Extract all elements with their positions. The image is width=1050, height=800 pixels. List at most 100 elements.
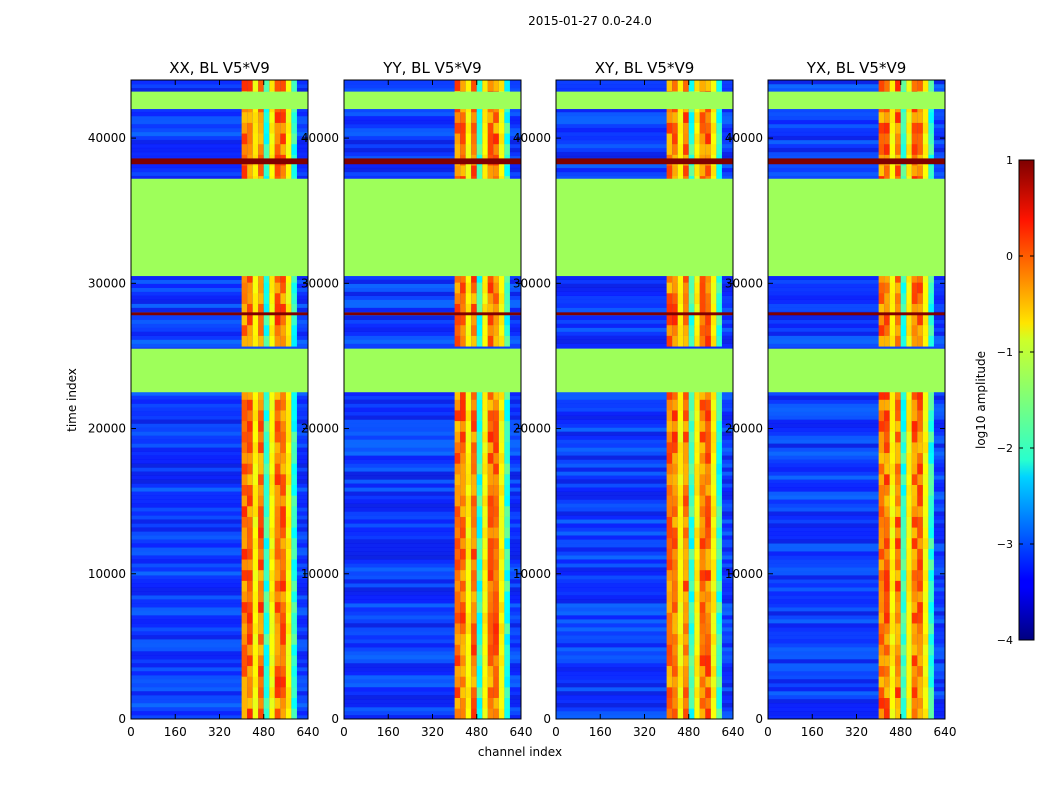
heatmap-cell [460, 548, 466, 560]
heatmap-cell [710, 335, 717, 347]
heatmap-cell [922, 569, 929, 581]
heatmap-cell [710, 133, 717, 145]
heatmap-cell [258, 623, 264, 635]
heatmap-cell [705, 559, 711, 571]
heatmap-cell [258, 708, 264, 720]
heatmap-row [344, 411, 521, 416]
heatmap-cell [252, 111, 259, 123]
heatmap-row [131, 443, 308, 448]
heatmap-cell [247, 516, 253, 528]
heatmap-cell [672, 697, 678, 709]
heatmap-cell [677, 143, 684, 155]
heatmap-cell [699, 463, 706, 475]
heatmap-cell [688, 282, 695, 294]
heatmap-cell [895, 612, 901, 624]
heatmap-cell [683, 537, 689, 549]
heatmap-cell [666, 293, 673, 304]
heatmap-row [556, 155, 733, 161]
heatmap-cell [683, 122, 689, 134]
heatmap-cell [269, 442, 275, 454]
heatmap-row [556, 111, 733, 117]
heatmap-cell [917, 335, 923, 347]
heatmap-row [768, 583, 945, 588]
heatmap-cell [672, 293, 678, 304]
heatmap-cell [487, 537, 494, 549]
heatmap-cell [498, 111, 505, 123]
heatmap-cell [906, 665, 912, 677]
heatmap-row [344, 659, 521, 664]
heatmap-cell [274, 122, 281, 134]
heatmap-cell [716, 314, 722, 326]
heatmap-cell [928, 452, 934, 464]
heatmap-cell [460, 697, 466, 709]
heatmap-cell [498, 388, 505, 400]
heatmap-cell [884, 580, 890, 592]
heatmap-row [344, 395, 521, 400]
heatmap-cell [280, 143, 286, 155]
heatmap-cell [269, 708, 275, 720]
heatmap-cell [454, 431, 461, 443]
heatmap-cell [878, 80, 885, 91]
heatmap-cell [498, 527, 505, 539]
heatmap-cell [716, 601, 722, 613]
heatmap-cell [258, 697, 264, 709]
flagged-band [344, 348, 521, 393]
heatmap-row [344, 495, 521, 500]
heatmap-cell [460, 410, 466, 422]
heatmap-cell [504, 527, 510, 539]
heatmap-cell [884, 314, 890, 326]
heatmap-cell [900, 527, 907, 539]
heatmap-row [344, 703, 521, 708]
heatmap-cell [911, 399, 918, 411]
heatmap-cell [710, 559, 717, 571]
heatmap-cell [454, 591, 461, 603]
heatmap-cell [258, 410, 264, 422]
heatmap-row [556, 315, 733, 320]
heatmap-row [344, 111, 521, 117]
heatmap-row [344, 467, 521, 472]
heatmap-cell [241, 687, 248, 698]
heatmap-cell [884, 80, 890, 91]
heatmap-cell [917, 314, 923, 326]
heatmap-cell [482, 314, 488, 326]
heatmap-cell [884, 506, 890, 517]
heatmap-cell [460, 271, 466, 283]
heatmap-cell [716, 143, 722, 155]
heatmap-cell [895, 548, 901, 560]
heatmap-cell [465, 463, 472, 475]
heatmap-row [344, 419, 521, 424]
heatmap-cell [884, 133, 890, 145]
heatmap-cell [487, 687, 494, 698]
heatmap-cell [487, 644, 494, 656]
heatmap-cell [683, 143, 689, 155]
heatmap-cell [710, 580, 717, 592]
heatmap-cell [454, 548, 461, 560]
heatmap-cell [454, 293, 461, 304]
heatmap-cell [274, 559, 281, 571]
heatmap-cell [465, 388, 472, 400]
heatmap-cell [884, 569, 890, 581]
heatmap-cell [476, 143, 483, 155]
heatmap-cell [716, 335, 722, 347]
heatmap-row [556, 647, 733, 652]
x-tick-label: 0 [764, 725, 772, 739]
heatmap-row [344, 519, 521, 524]
heatmap-cell [460, 537, 466, 549]
heatmap-row [768, 555, 945, 560]
y-tick-label: 30000 [513, 276, 551, 290]
heatmap-cell [683, 484, 689, 496]
heatmap-cell [688, 314, 695, 326]
heatmap-cell [263, 282, 270, 294]
heatmap-row [344, 307, 521, 312]
heatmap-row [556, 391, 733, 396]
heatmap-row [768, 647, 945, 652]
heatmap-cell [454, 687, 461, 698]
heatmap-cell [694, 676, 700, 688]
heatmap-cell [900, 687, 907, 698]
heatmap-cell [694, 303, 700, 315]
heatmap-cell [699, 708, 706, 720]
heatmap-cell [889, 548, 896, 560]
heatmap-cell [688, 548, 695, 560]
heatmap-cell [666, 324, 673, 336]
heatmap-cell [263, 335, 270, 347]
